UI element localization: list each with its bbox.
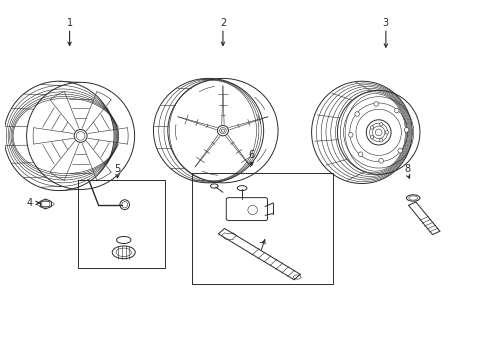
Ellipse shape: [369, 136, 373, 139]
Ellipse shape: [397, 148, 402, 153]
Bar: [78, 180, 165, 268]
Text: 5: 5: [114, 165, 121, 174]
Ellipse shape: [354, 112, 359, 116]
Ellipse shape: [358, 152, 362, 157]
Text: 2: 2: [220, 18, 225, 28]
Bar: [191, 173, 332, 284]
Text: 6: 6: [248, 150, 254, 160]
Ellipse shape: [373, 102, 378, 106]
Text: 1: 1: [66, 18, 73, 28]
Text: 4: 4: [27, 198, 33, 208]
Text: 8: 8: [404, 165, 409, 174]
Text: 3: 3: [382, 18, 388, 28]
Ellipse shape: [394, 108, 398, 113]
Ellipse shape: [379, 123, 382, 126]
Ellipse shape: [404, 127, 408, 132]
Ellipse shape: [348, 132, 352, 137]
Ellipse shape: [379, 139, 382, 142]
Ellipse shape: [385, 131, 388, 134]
Ellipse shape: [369, 126, 373, 129]
Ellipse shape: [378, 158, 383, 163]
Text: 7: 7: [258, 242, 264, 252]
